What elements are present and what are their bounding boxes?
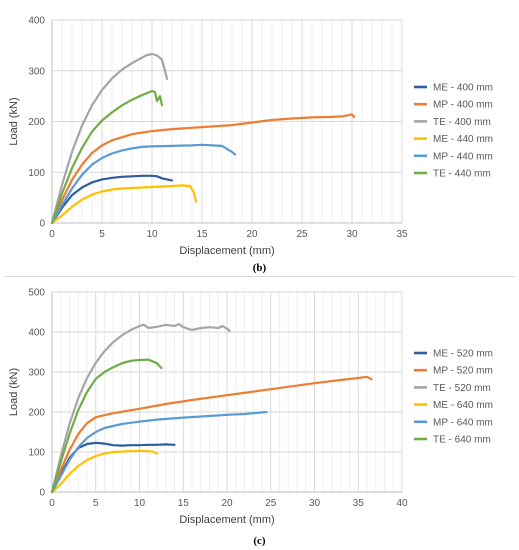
x-tick-label: 0 [49,498,55,509]
x-tick-label: 15 [178,498,190,509]
legend: ME - 520 mm MP - 520 mm TE - 520 mm ME - 64… [414,349,493,446]
legend-label: TE - 640 mm [433,435,491,446]
x-tick-label: 20 [246,229,258,240]
y-tick-label: 300 [28,368,45,379]
x-tick-label: 0 [49,229,55,240]
x-tick-label: 25 [265,498,277,509]
y-axis-label: Load (kN) [8,368,20,416]
chart-c: 0 5 10 15 20 25 30 35 400100200300400500Displace… [8,288,493,527]
y-tick-label: 500 [28,288,45,299]
series-line-2 [50,322,231,494]
caption-b: (b) [252,262,267,274]
series-line-3 [50,184,198,225]
legend-label: MP - 440 mm [433,151,493,162]
series-line-1 [50,113,356,225]
legend-label: ME - 640 mm [433,400,493,411]
x-tick-label: 10 [146,229,158,240]
x-tick-label: 35 [353,498,365,509]
chart-panel-b: 0 5 10 15 20 25 30 35 0 100 200 300 400 Displacement … [0,0,519,262]
y-tick-label: 100 [28,448,45,459]
y-tick-label: 400 [28,328,45,339]
y-axis-label: Load (kN) [8,97,20,145]
x-tick-label: 30 [346,229,358,240]
y-tick-label: 100 [28,168,45,179]
x-axis-label: Displacement (mm) [179,245,274,257]
legend-label: TE - 520 mm [433,383,491,394]
series-line-4 [50,143,237,225]
chart-b: 0 5 10 15 20 25 30 35 0 100 200 300 400 Displacement … [8,16,493,258]
x-tick-label: 25 [296,229,308,240]
series-line-5 [50,358,163,494]
caption-c: (c) [253,535,266,547]
x-tick-label: 20 [221,498,233,509]
x-tick-label: 5 [93,498,99,509]
y-tick-label: 0 [39,219,45,230]
grid [51,19,403,224]
legend-label: MP - 400 mm [433,100,493,111]
x-tick-label: 5 [99,229,105,240]
series-line-3 [50,449,159,494]
series-line-2 [50,52,169,225]
y-tick-label: 0 [39,488,45,499]
x-tick-label: 10 [134,498,146,509]
x-axis-label: Displacement (mm) [179,514,274,526]
legend-label: ME - 520 mm [433,349,493,360]
legend-label: MP - 520 mm [433,366,493,377]
x-tick-label: 30 [309,498,321,509]
grid [51,291,403,493]
legend-label: TE - 440 mm [433,169,491,180]
series-line-4 [50,410,268,494]
y-tick-label: 200 [28,408,45,419]
x-tick-label: 15 [196,229,208,240]
legend-label: ME - 440 mm [433,134,493,145]
y-tick-label: 200 [28,117,45,128]
y-tick-label: 300 [28,66,45,77]
series-line-5 [50,89,164,225]
series-line-1 [50,375,373,494]
y-tick-label: 400 [28,16,45,27]
chart-panel-c: 0 5 10 15 20 25 30 35 40 0 100 200 300 400 500 Displace… [0,270,519,532]
legend-label: ME - 400 mm [433,83,493,94]
legend: ME - 400 mm MP - 400 mm TE - 400 mm ME - 44… [414,83,493,180]
panel-separator [4,276,515,277]
x-tick-label: 35 [396,229,408,240]
legend-label: MP - 640 mm [433,417,493,428]
series-line-0 [50,174,174,225]
legend-label: TE - 400 mm [433,117,491,128]
x-tick-label: 40 [396,498,408,509]
